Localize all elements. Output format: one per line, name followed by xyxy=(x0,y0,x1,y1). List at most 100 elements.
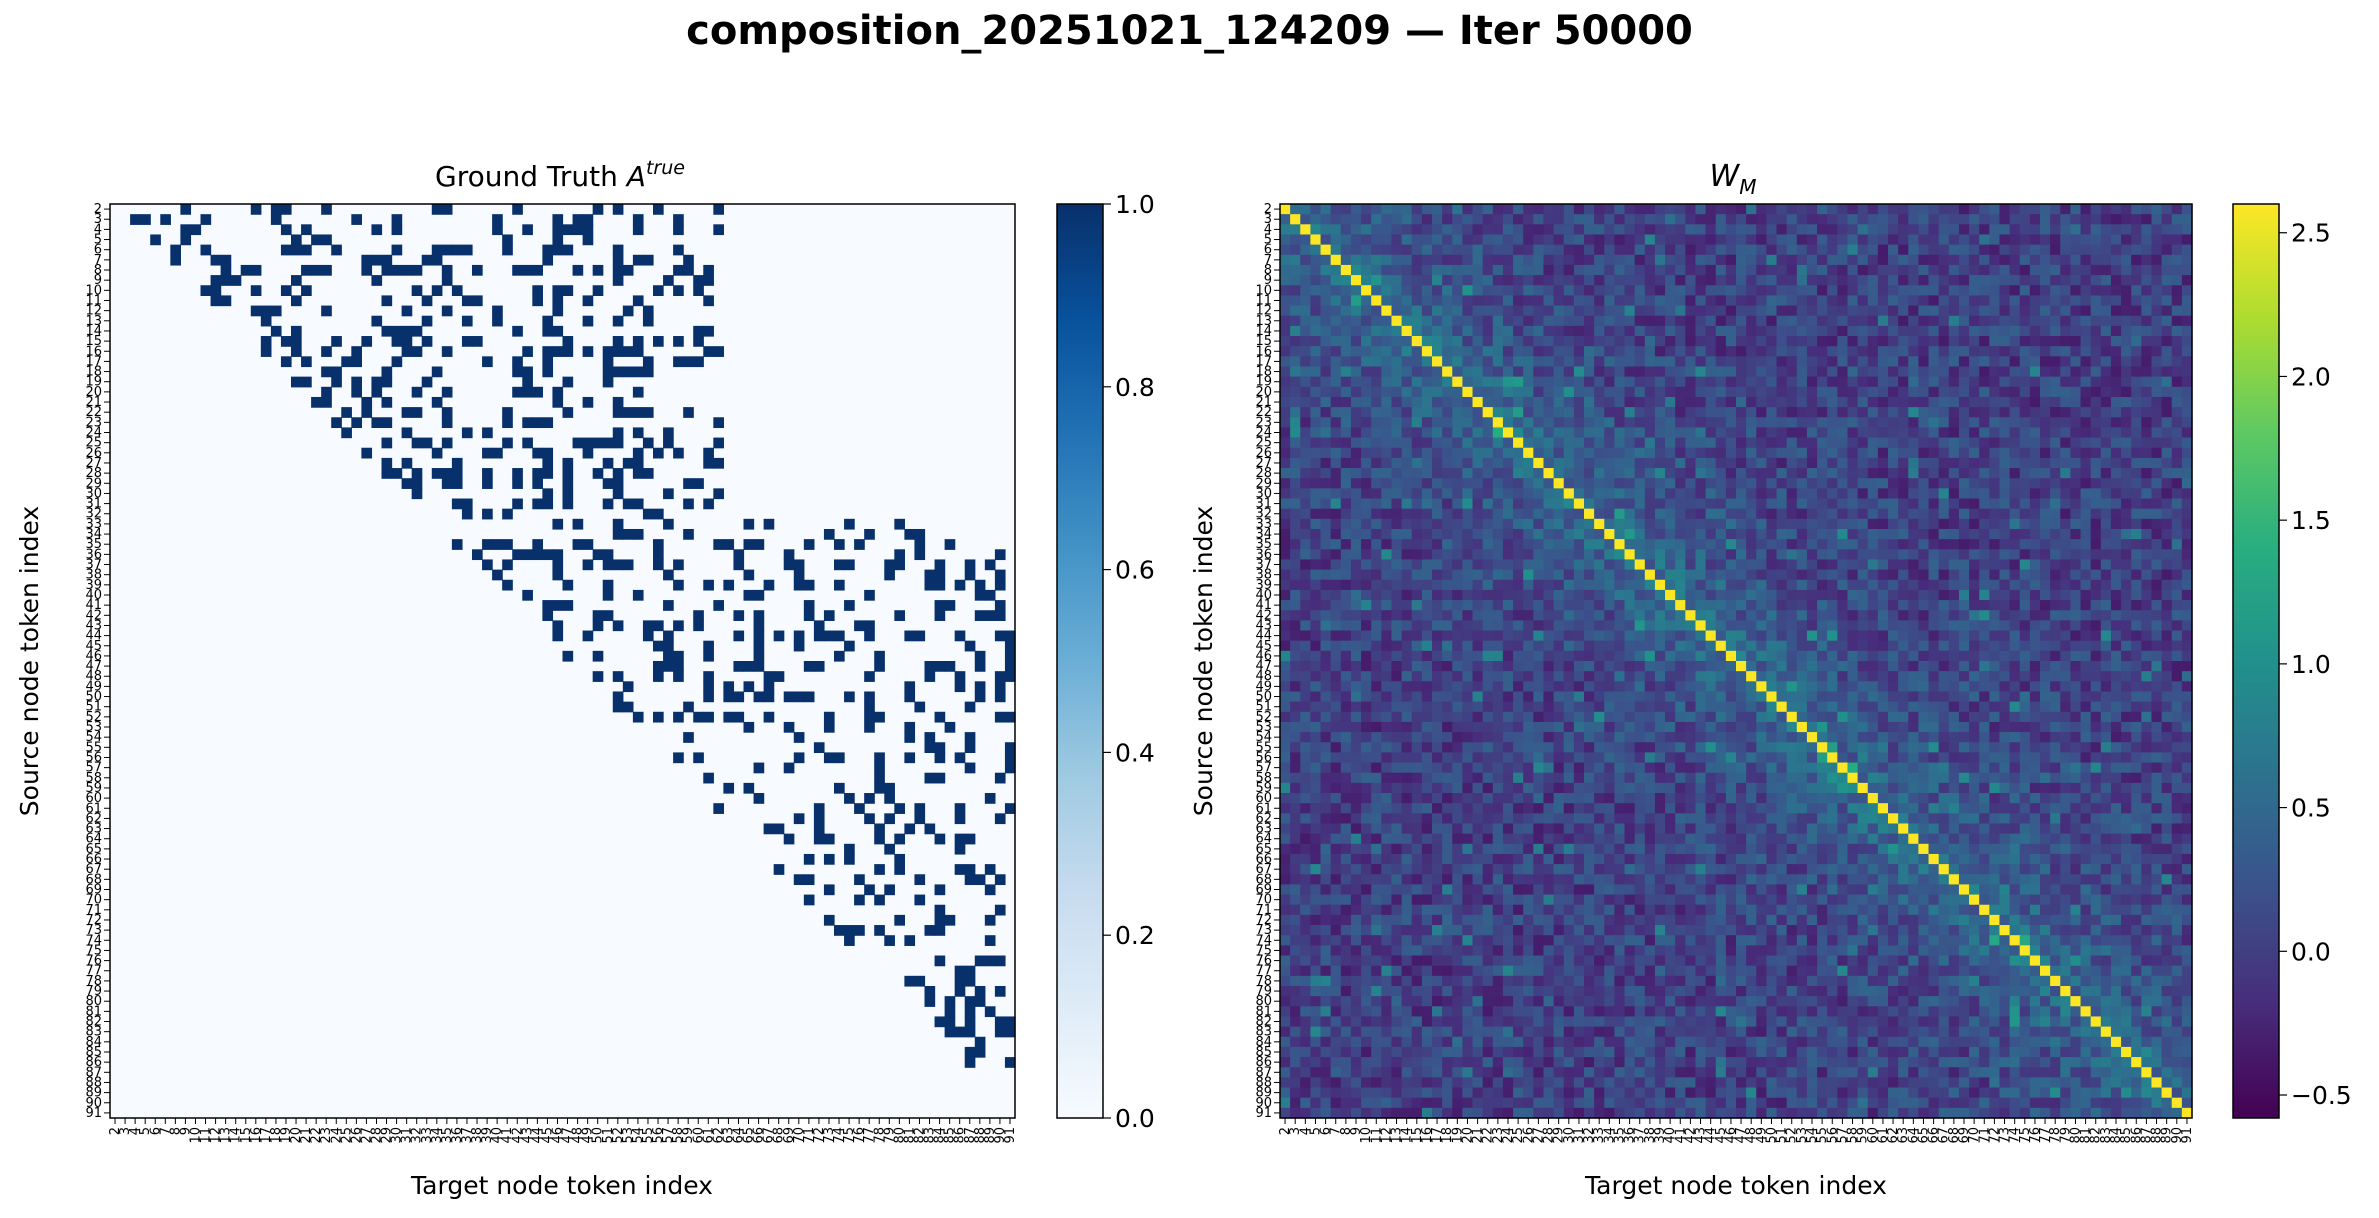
right-heatmap-cell xyxy=(1614,630,1626,642)
right-heatmap-cell xyxy=(1979,244,1990,256)
left-heatmap-cell xyxy=(823,833,835,845)
left-heatmap-cell xyxy=(502,234,513,246)
right-heatmap-cell xyxy=(1938,214,1950,225)
right-heatmap-cell xyxy=(1492,396,1504,408)
right-heatmap-cell xyxy=(1756,244,1767,256)
left-heatmap-cell xyxy=(411,407,423,418)
right-heatmap-cell xyxy=(1948,275,1960,286)
right-heatmap-cell xyxy=(1948,447,1960,459)
left-heatmap-cell xyxy=(934,711,946,723)
right-heatmap-cell xyxy=(1340,528,1352,540)
right-heatmap-cell xyxy=(1999,427,2011,439)
x-tick-label: 76 xyxy=(852,1127,867,1144)
right-heatmap-cell xyxy=(1634,204,1646,215)
right-heatmap-cell xyxy=(1361,630,1372,642)
right-heatmap-cell xyxy=(1948,528,1960,540)
right-heatmap-cell xyxy=(1513,549,1524,561)
right-heatmap-cell xyxy=(1654,295,1666,307)
left-heatmap-cell xyxy=(743,518,755,530)
left-heatmap-cell xyxy=(763,579,775,591)
right-heatmap-cell xyxy=(1898,396,1909,408)
right-heatmap-cell xyxy=(1695,437,1707,449)
right-heatmap-cell xyxy=(1421,447,1433,459)
right-heatmap-cell xyxy=(1350,559,1362,571)
left-heatmap-cell xyxy=(220,275,232,286)
right-heatmap-cell xyxy=(2181,478,2193,489)
left-heatmap-cell xyxy=(964,833,976,845)
right-heatmap-cell xyxy=(1715,336,1727,347)
right-heatmap-cell xyxy=(1837,264,1849,276)
right-heatmap-cell xyxy=(1877,498,1889,510)
right-heatmap-cell xyxy=(1371,275,1382,286)
left-heatmap-cell xyxy=(864,589,875,601)
left-heatmap-cell xyxy=(612,691,624,703)
right-heatmap-cell xyxy=(1786,518,1798,530)
right-heatmap-cell xyxy=(1817,579,1828,591)
y-tick-label: 68 xyxy=(85,872,102,887)
right-heatmap-cell xyxy=(2171,366,2183,378)
right-heatmap-cell xyxy=(1725,346,1737,357)
right-heatmap-cell xyxy=(2121,569,2132,581)
right-heatmap-cell xyxy=(1817,559,1828,571)
right-heatmap-cell xyxy=(1421,264,1433,276)
right-heatmap-cell xyxy=(1502,336,1514,347)
right-heatmap-cell xyxy=(2151,569,2163,581)
y-tick-label: 59 xyxy=(85,781,102,796)
right-heatmap-cell xyxy=(1401,356,1413,368)
right-heatmap-cell xyxy=(1918,610,1930,621)
right-heatmap-cell xyxy=(1806,630,1818,642)
right-heatmap-cell xyxy=(2181,386,2193,398)
right-heatmap-cell xyxy=(1695,539,1707,550)
left-heatmap-cell xyxy=(803,874,815,886)
left-heatmap-cell xyxy=(321,234,332,246)
x-tick-label: 28 xyxy=(369,1127,384,1144)
right-heatmap-cell xyxy=(1340,600,1352,611)
right-heatmap-cell xyxy=(1989,366,2001,378)
y-tick-label: 84 xyxy=(85,1035,102,1050)
x-tick-label: 50 xyxy=(591,1127,606,1144)
right-heatmap-cell xyxy=(2019,539,2031,550)
right-heatmap-cell xyxy=(2060,264,2071,276)
right-heatmap-cell xyxy=(2090,518,2102,530)
left-heatmap-cell xyxy=(813,742,825,753)
right-heatmap-cell xyxy=(1654,376,1666,388)
right-heatmap-cell xyxy=(1979,305,1990,317)
right-heatmap-cell xyxy=(2181,600,2193,611)
right-heatmap-cell xyxy=(1685,508,1697,520)
left-heatmap-cell xyxy=(683,528,694,540)
right-heatmap-cell xyxy=(1948,539,1960,550)
left-heatmap-cell xyxy=(502,559,513,571)
colorbar-tick-label: 0.8 xyxy=(1115,373,1155,402)
right-heatmap-cell xyxy=(1725,478,1737,489)
right-heatmap-cell xyxy=(1371,285,1382,296)
right-heatmap-cell xyxy=(1857,376,1869,388)
right-heatmap-cell xyxy=(1300,396,1311,408)
right-heatmap-cell xyxy=(1654,366,1666,378)
right-heatmap-cell xyxy=(1482,264,1494,276)
left-heatmap-cell xyxy=(552,549,564,561)
right-heatmap-cell xyxy=(1786,579,1798,591)
right-heatmap-cell xyxy=(1989,356,2001,368)
right-heatmap-cell xyxy=(1928,488,1940,500)
left-heatmap-cell xyxy=(622,366,634,378)
right-heatmap-cell xyxy=(1766,275,1778,286)
y-tick-label: 61 xyxy=(85,801,102,816)
right-heatmap-cell xyxy=(1310,396,1322,408)
left-heatmap-cell xyxy=(984,1006,996,1018)
left-heatmap-cell xyxy=(994,813,1006,825)
left-heatmap-cell xyxy=(522,386,533,398)
left-heatmap-cell xyxy=(431,366,443,378)
right-heatmap-cell xyxy=(2009,295,2021,307)
x-tick-label: 83 xyxy=(923,1127,938,1144)
right-heatmap-cell xyxy=(1401,234,1413,246)
right-heatmap-cell xyxy=(1827,427,1838,439)
right-heatmap-cell xyxy=(1847,285,1859,296)
right-heatmap-cell xyxy=(1634,427,1646,439)
right-heatmap-cell xyxy=(1877,579,1889,591)
right-heatmap-cell xyxy=(1837,356,1849,368)
x-tick-label: 75 xyxy=(842,1127,857,1144)
right-heatmap-cell xyxy=(2029,600,2041,611)
right-heatmap-cell xyxy=(2019,285,2031,296)
right-heatmap-cell xyxy=(2171,224,2183,236)
left-heatmap-cell xyxy=(854,539,865,550)
